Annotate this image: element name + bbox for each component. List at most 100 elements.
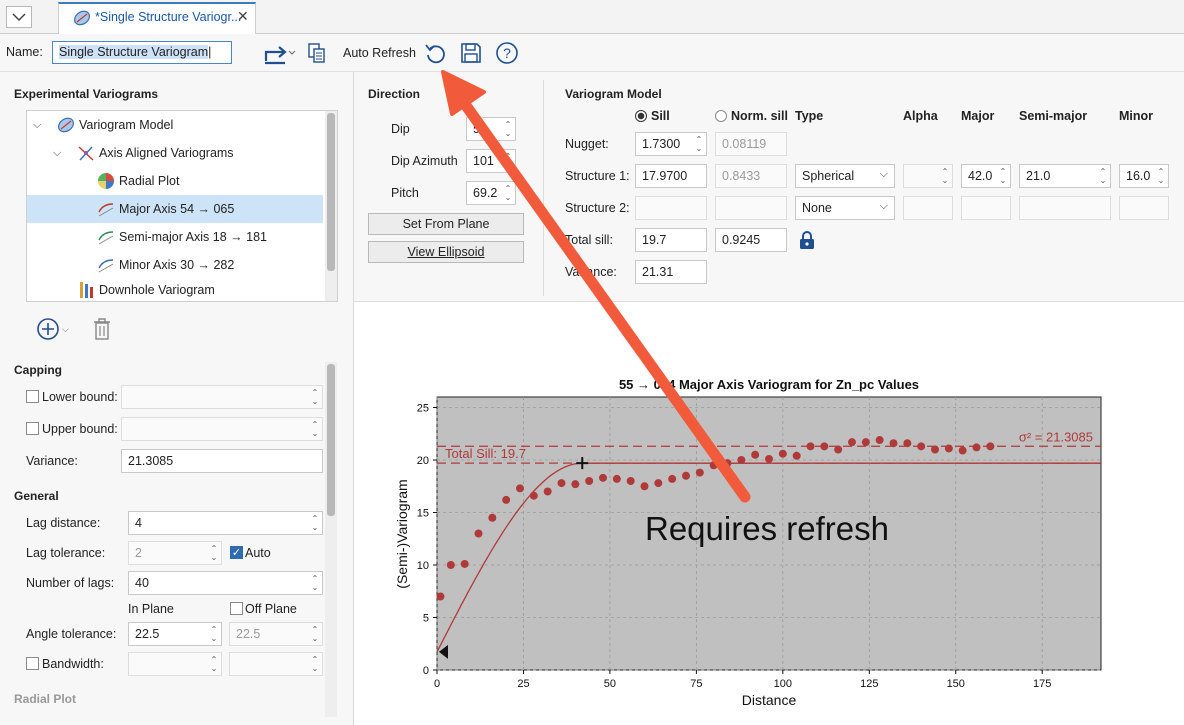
s2-minor-input[interactable]: [1119, 196, 1169, 220]
s2-alpha-input[interactable]: [903, 196, 953, 220]
s1-semi-major-input[interactable]: 21.0 ⌃ ⌄: [1019, 164, 1111, 188]
tree-item-downhole-variogram[interactable]: Downhole Variogram: [27, 279, 323, 301]
upper-bound-checkbox[interactable]: [26, 422, 39, 435]
number-of-lags-input[interactable]: 40 ⌃ ⌄: [128, 571, 323, 595]
bandwidth-input[interactable]: ⌃ ⌄: [128, 652, 222, 676]
x-tick-label: 0: [434, 678, 440, 690]
lower-bound-input[interactable]: ⌃ ⌄: [121, 385, 323, 409]
experimental-variograms-title: Experimental Variograms: [14, 87, 159, 101]
s2-major-input[interactable]: [961, 196, 1011, 220]
spinner-icon[interactable]: ⌃ ⌄: [1099, 167, 1107, 185]
variogram-model-title: Variogram Model: [565, 87, 662, 101]
tree-item-radial-plot[interactable]: Radial Plot: [27, 167, 323, 195]
data-point: [612, 474, 621, 483]
spinner-icon[interactable]: ⌃ ⌄: [311, 420, 319, 438]
data-point: [931, 445, 939, 454]
s2-sill-input[interactable]: [635, 196, 707, 220]
s1-major-input[interactable]: 42.0 ⌃ ⌄: [961, 164, 1011, 188]
s1-major-value: 42.0: [968, 169, 993, 183]
tree-item-major-axis[interactable]: Major Axis 54 → 065: [27, 195, 323, 223]
dip-azimuth-value: 101: [473, 154, 494, 168]
spinner-icon[interactable]: ⌃ ⌄: [311, 514, 319, 532]
upper-bound-input[interactable]: ⌃ ⌄: [121, 417, 323, 441]
tree-scroll-thumb[interactable]: [327, 113, 335, 271]
view-ellipsoid-button[interactable]: View Ellipsoid: [368, 241, 524, 263]
tree-item-variogram-model[interactable]: ⌵ Variogram Model: [27, 111, 323, 139]
lower-bound-checkbox[interactable]: [26, 390, 39, 403]
tab-single-structure-variogram[interactable]: *Single Structure Variogr... ✕: [58, 2, 256, 34]
name-input[interactable]: Single Structure Variogram|: [52, 41, 232, 64]
add-variogram-button[interactable]: ⌵: [36, 316, 76, 342]
spinner-icon[interactable]: ⌃ ⌄: [210, 655, 218, 673]
tree-scrollbar[interactable]: [325, 111, 337, 301]
data-point: [502, 495, 511, 504]
set-from-plane-button[interactable]: Set From Plane: [368, 213, 524, 235]
spinner-icon[interactable]: ⌃ ⌄: [311, 574, 319, 592]
data-point: [571, 480, 580, 489]
left-panel-scrollbar[interactable]: [325, 362, 337, 717]
copy-button[interactable]: [304, 40, 330, 66]
semi-major-header: Semi-major: [1019, 109, 1088, 123]
chevron-down-icon[interactable]: ⌵: [53, 146, 62, 159]
bandwidth-checkbox[interactable]: [26, 657, 39, 670]
angle-tolerance-off-value: 22.5: [236, 627, 261, 641]
angle-tolerance-input[interactable]: 22.5 ⌃ ⌄: [128, 622, 222, 646]
spinner-icon[interactable]: ⌃ ⌄: [504, 120, 512, 138]
angle-tolerance-off-input[interactable]: 22.5 ⌃ ⌄: [229, 622, 323, 646]
close-icon[interactable]: ✕: [237, 8, 249, 24]
nugget-norm-input[interactable]: 0.08119: [715, 132, 787, 156]
s1-type-select[interactable]: Spherical ⌵: [795, 164, 895, 188]
pitch-input[interactable]: 69.2 ⌃ ⌄: [466, 181, 516, 205]
lag-tolerance-input[interactable]: 2 ⌃ ⌄: [128, 541, 222, 565]
y-tick-label: 25: [417, 403, 429, 415]
spinner-icon[interactable]: ⌃ ⌄: [941, 167, 949, 185]
data-point: [599, 473, 607, 482]
spinner-icon[interactable]: ⌃ ⌄: [210, 625, 218, 643]
norm-sill-radio[interactable]: [715, 110, 727, 122]
s1-alpha-input[interactable]: ⌃ ⌄: [903, 164, 953, 188]
spinner-icon[interactable]: ⌃ ⌄: [311, 388, 319, 406]
chevron-down-icon[interactable]: ⌵: [33, 118, 42, 131]
spinner-icon[interactable]: ⌃ ⌄: [504, 152, 512, 170]
spinner-icon[interactable]: ⌃ ⌄: [504, 184, 512, 202]
data-point: [903, 439, 912, 448]
spinner-icon[interactable]: ⌃ ⌄: [210, 544, 218, 562]
off-plane-checkbox[interactable]: [230, 602, 243, 615]
dip-azimuth-input[interactable]: 101 ⌃ ⌄: [466, 149, 516, 173]
nugget-sill-input[interactable]: 1.7300 ⌃ ⌄: [635, 132, 707, 156]
s1-norm-input[interactable]: 0.8433: [715, 164, 787, 188]
s2-type-select[interactable]: None ⌵: [795, 196, 895, 220]
tree-item-axis-aligned[interactable]: ⌵ Axis Aligned Variograms: [27, 139, 323, 167]
bandwidth-off-input[interactable]: ⌃ ⌄: [229, 652, 323, 676]
s1-minor-input[interactable]: 16.0 ⌃ ⌄: [1119, 164, 1169, 188]
collapse-panel-button[interactable]: [6, 6, 32, 28]
tree-item-label: Radial Plot: [119, 174, 180, 188]
save-button[interactable]: [458, 40, 484, 66]
auto-checkbox[interactable]: ✓: [230, 546, 243, 559]
capping-variance-field[interactable]: 21.3085: [121, 449, 323, 473]
spinner-icon[interactable]: ⌃ ⌄: [311, 655, 319, 673]
refresh-button[interactable]: [423, 40, 449, 66]
spinner-icon[interactable]: ⌃ ⌄: [1157, 167, 1165, 185]
tree-item-minor-axis[interactable]: Minor Axis 30 → 282: [27, 251, 323, 279]
angle-tolerance-value: 22.5: [135, 627, 160, 641]
dip-input[interactable]: 54 ⌃ ⌄: [466, 117, 516, 141]
left-panel-scroll-thumb[interactable]: [327, 364, 335, 516]
spinner-icon[interactable]: ⌃ ⌄: [999, 167, 1007, 185]
in-plane-label: In Plane: [128, 602, 174, 616]
s2-norm-input[interactable]: [715, 196, 787, 220]
lag-distance-input[interactable]: 4 ⌃ ⌄: [128, 511, 323, 535]
sill-radio[interactable]: [635, 110, 647, 122]
spinner-icon[interactable]: ⌃ ⌄: [311, 625, 319, 643]
delete-button[interactable]: [92, 317, 114, 341]
general-title: General: [14, 489, 59, 503]
lock-button[interactable]: [798, 230, 816, 250]
s2-semi-major-input[interactable]: [1019, 196, 1111, 220]
data-point: [436, 592, 445, 601]
spinner-icon[interactable]: ⌃ ⌄: [695, 135, 703, 153]
s1-sill-input[interactable]: 17.9700: [635, 164, 707, 188]
help-button[interactable]: ?: [494, 40, 520, 66]
export-button[interactable]: [262, 40, 298, 66]
nugget-handle[interactable]: [439, 644, 448, 659]
tree-item-semi-major-axis[interactable]: Semi-major Axis 18 → 181: [27, 223, 323, 251]
